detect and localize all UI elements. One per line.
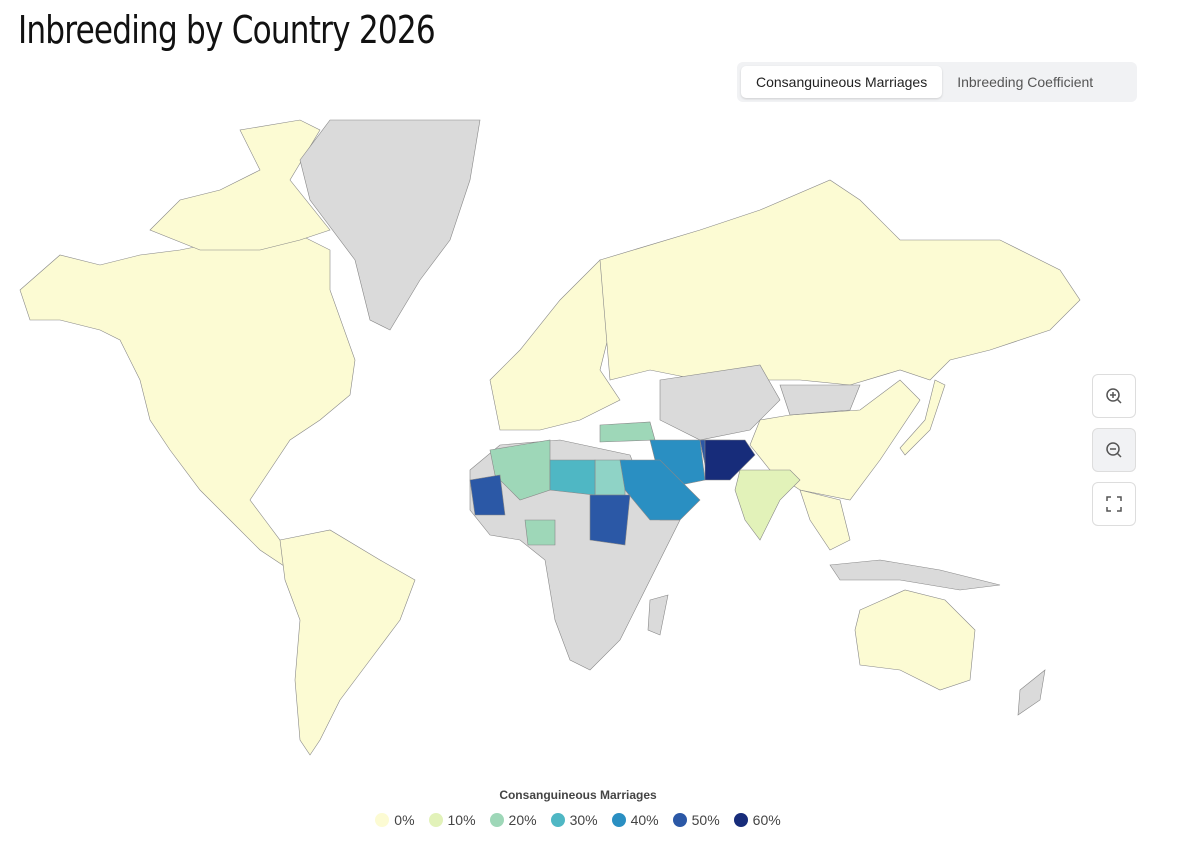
zoom-in-button[interactable] <box>1092 374 1136 418</box>
egypt[interactable] <box>594 459 626 496</box>
legend-swatch <box>672 813 687 827</box>
legend-swatch <box>375 813 390 827</box>
legend: 0% 10% 20% 30% 40% 50% 60% <box>0 812 1156 828</box>
china[interactable] <box>749 379 921 501</box>
legend-item[interactable]: 40% <box>611 812 659 828</box>
nigeria[interactable] <box>524 519 556 546</box>
legend-label: 30% <box>569 812 598 828</box>
fullscreen-button[interactable] <box>1092 482 1136 526</box>
legend-label: 10% <box>447 812 476 828</box>
india[interactable] <box>734 469 801 541</box>
legend-item[interactable]: 30% <box>550 812 598 828</box>
zoom-out-icon <box>1106 442 1122 458</box>
legend-swatch <box>611 813 626 827</box>
indonesia[interactable] <box>829 559 1001 591</box>
legend-item[interactable]: 60% <box>733 812 781 828</box>
fullscreen-icon <box>1106 496 1122 512</box>
legend-title: Consanguineous Marriages <box>499 788 657 802</box>
mongolia[interactable] <box>779 384 861 416</box>
greenland[interactable] <box>299 119 481 331</box>
legend-label: 50% <box>691 812 720 828</box>
japan[interactable] <box>899 379 946 456</box>
south-america[interactable] <box>279 529 416 756</box>
legend-label: 40% <box>630 812 659 828</box>
page-title: Inbreeding by Country 2026 <box>18 8 436 52</box>
legend-item[interactable]: 50% <box>672 812 720 828</box>
australia[interactable] <box>854 589 976 691</box>
turkey[interactable] <box>599 421 656 443</box>
tab[interactable]: Consanguineous Marriages <box>741 66 943 98</box>
legend-item[interactable]: 0% <box>375 812 415 828</box>
russia[interactable] <box>599 179 1081 386</box>
pakistan[interactable] <box>704 439 756 481</box>
libya[interactable] <box>549 459 596 496</box>
legend-item[interactable]: 20% <box>489 812 537 828</box>
southeast-asia[interactable] <box>799 489 851 551</box>
new-zealand[interactable] <box>1017 669 1046 716</box>
central-asia[interactable] <box>659 364 781 441</box>
iran[interactable] <box>649 439 706 486</box>
legend-item[interactable]: 10% <box>428 812 476 828</box>
arabia[interactable] <box>619 459 701 521</box>
north-america[interactable] <box>19 229 356 571</box>
maghreb[interactable] <box>489 439 551 501</box>
tab-bar: Consanguineous Marriages Inbreeding Coef… <box>737 62 1137 102</box>
legend-label: 60% <box>752 812 781 828</box>
sudan[interactable] <box>589 494 631 546</box>
legend-label: 20% <box>508 812 537 828</box>
europe[interactable] <box>489 259 641 431</box>
mauritania[interactable] <box>469 474 506 516</box>
legend-swatch <box>489 813 504 827</box>
tab[interactable]: Inbreeding Coefficient <box>957 74 1094 90</box>
legend-swatch <box>428 813 443 827</box>
madagascar[interactable] <box>647 594 669 636</box>
legend-label: 0% <box>394 812 415 828</box>
legend-swatch <box>550 813 565 827</box>
arctic-islands[interactable] <box>149 119 331 251</box>
zoom-out-button[interactable] <box>1092 428 1136 472</box>
zoom-in-icon <box>1106 388 1122 404</box>
legend-swatch <box>733 813 748 827</box>
